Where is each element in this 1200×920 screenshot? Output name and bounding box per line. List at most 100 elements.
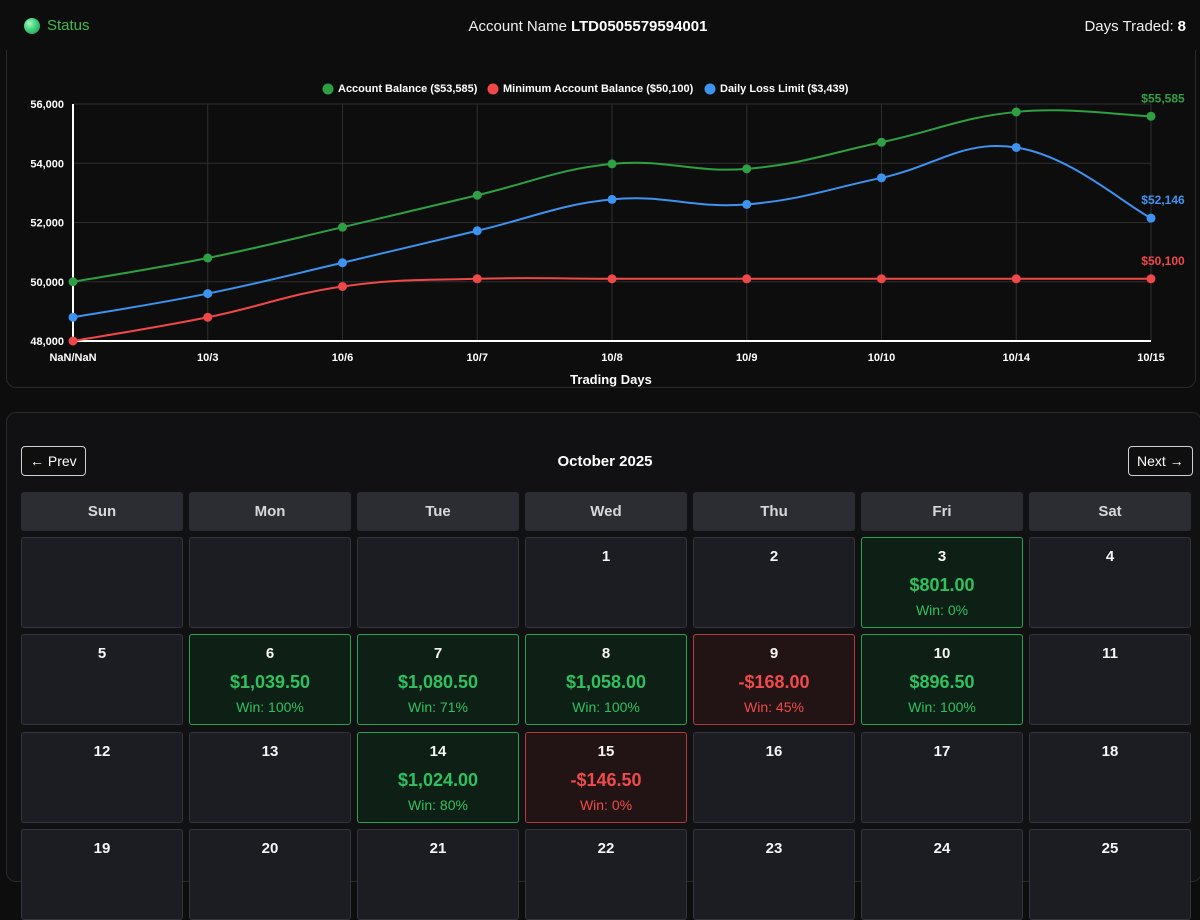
- data-point[interactable]: [203, 253, 213, 263]
- day-number: 8: [601, 645, 611, 662]
- data-point[interactable]: [607, 274, 617, 284]
- day-number: 1: [601, 548, 611, 565]
- top-header: Status Account Name LTD0505579594001 Days…: [0, 0, 1200, 54]
- chart-panel: 48,000 50,000 52,000 54,000 56,000 NaN/NaN 10/…: [6, 50, 1196, 388]
- series-end-label: $52,146: [1141, 193, 1185, 207]
- data-point[interactable]: [338, 281, 347, 291]
- y-tick-label: 56,000: [30, 99, 64, 111]
- data-point[interactable]: [472, 274, 482, 284]
- day-number: 3: [937, 548, 947, 565]
- x-tick-label: 10/6: [332, 352, 353, 364]
- calendar-day-cell[interactable]: 8 $1,058.00 Win: 100%: [525, 634, 687, 725]
- calendar-day-cell[interactable]: 7 $1,080.50 Win: 71%: [357, 634, 519, 725]
- data-point[interactable]: [877, 274, 886, 284]
- day-number: 13: [261, 743, 279, 760]
- data-point[interactable]: [203, 289, 213, 299]
- data-point[interactable]: [877, 137, 886, 147]
- legend-label[interactable]: Account Balance ($53,585): [338, 83, 478, 95]
- weekday-header: Mon: [189, 492, 351, 531]
- legend-marker: [322, 83, 334, 95]
- data-point[interactable]: [1146, 213, 1156, 223]
- data-point[interactable]: [742, 274, 752, 284]
- calendar-day-cell[interactable]: 25: [1029, 829, 1191, 920]
- data-point[interactable]: [742, 199, 752, 209]
- data-point[interactable]: [338, 258, 347, 268]
- day-pnl: $1,058.00: [565, 672, 647, 692]
- calendar-day-cell[interactable]: 2: [693, 537, 855, 628]
- calendar-day-cell[interactable]: 5: [21, 634, 183, 725]
- days-traded: Days Traded: 8: [1084, 18, 1186, 35]
- weekday-header: Tue: [357, 492, 519, 531]
- calendar-day-cell[interactable]: 13: [189, 732, 351, 823]
- data-point[interactable]: [338, 222, 347, 232]
- calendar-day-cell[interactable]: 12: [21, 732, 183, 823]
- data-point[interactable]: [68, 277, 78, 287]
- data-point[interactable]: [1011, 142, 1021, 152]
- data-point[interactable]: [472, 226, 482, 236]
- day-number: 18: [1101, 743, 1119, 760]
- data-point[interactable]: [472, 190, 482, 200]
- day-number: 11: [1102, 645, 1118, 662]
- day-number: 20: [261, 840, 279, 857]
- next-month-button[interactable]: Next →: [1128, 446, 1193, 476]
- calendar-day-cell[interactable]: 4: [1029, 537, 1191, 628]
- data-point[interactable]: [607, 159, 617, 169]
- weekday-header: Thu: [693, 492, 855, 531]
- x-tick-label: 10/10: [868, 352, 896, 364]
- day-pnl: $1,024.00: [397, 770, 479, 790]
- data-point[interactable]: [1011, 274, 1021, 284]
- calendar-day-cell[interactable]: 23: [693, 829, 855, 920]
- calendar-day-cell[interactable]: 9 -$168.00 Win: 45%: [693, 634, 855, 725]
- calendar-day-cell[interactable]: 1: [525, 537, 687, 628]
- weekday-header: Wed: [525, 492, 687, 531]
- x-tick-label: 10/8: [601, 352, 622, 364]
- calendar-day-cell[interactable]: 21: [357, 829, 519, 920]
- data-point[interactable]: [1011, 107, 1021, 117]
- calendar-day-cell[interactable]: 17: [861, 732, 1023, 823]
- calendar-panel: ← Prev October 2025 Next → Sun Mon Tue Wed T…: [6, 412, 1200, 920]
- calendar-empty-cell: [189, 537, 351, 628]
- calendar-day-cell[interactable]: 20: [189, 829, 351, 920]
- data-point[interactable]: [877, 173, 886, 183]
- data-point[interactable]: [68, 336, 78, 346]
- day-number: 15: [597, 743, 615, 760]
- calendar-day-cell[interactable]: 15 -$146.50 Win: 0%: [525, 732, 687, 823]
- calendar-day-cell[interactable]: 14 $1,024.00 Win: 80%: [357, 732, 519, 823]
- x-tick-label: 10/3: [197, 352, 218, 364]
- status-dot-icon: [24, 17, 40, 34]
- calendar-day-cell[interactable]: 11: [1029, 634, 1191, 725]
- day-pnl: -$168.00: [738, 672, 810, 692]
- x-tick-label: 10/15: [1137, 352, 1165, 364]
- data-point[interactable]: [1146, 111, 1156, 121]
- day-win-rate: Win: 0%: [579, 797, 633, 813]
- x-tick-label: 10/9: [736, 352, 757, 364]
- day-win-rate: Win: 71%: [408, 699, 468, 715]
- day-number: 24: [933, 840, 951, 857]
- x-tick-label: NaN/NaN: [49, 352, 96, 364]
- data-point[interactable]: [203, 312, 213, 322]
- calendar-day-cell[interactable]: 16: [693, 732, 855, 823]
- y-tick-label: 50,000: [30, 277, 64, 289]
- calendar-day-cell[interactable]: 22: [525, 829, 687, 920]
- data-point[interactable]: [607, 194, 617, 204]
- legend-label[interactable]: Minimum Account Balance ($50,100): [503, 83, 694, 95]
- day-number: 17: [933, 743, 951, 760]
- status-indicator: Status: [24, 17, 90, 34]
- calendar-day-cell[interactable]: 3 $801.00 Win: 0%: [861, 537, 1023, 628]
- data-point[interactable]: [1146, 274, 1156, 284]
- day-pnl: $801.00: [909, 575, 975, 595]
- calendar-day-cell[interactable]: 18: [1029, 732, 1191, 823]
- data-point[interactable]: [68, 312, 78, 322]
- calendar-day-cell[interactable]: 19: [21, 829, 183, 920]
- calendar-day-cell[interactable]: 24: [861, 829, 1023, 920]
- calendar-day-cell[interactable]: 10 $896.50 Win: 100%: [861, 634, 1023, 725]
- day-number: 2: [769, 548, 779, 565]
- data-point[interactable]: [742, 164, 752, 174]
- days-traded-value: 8: [1177, 18, 1186, 35]
- calendar-day-cell[interactable]: 6 $1,039.50 Win: 100%: [189, 634, 351, 725]
- day-number: 23: [765, 840, 783, 857]
- account-id: LTD0505579594001: [570, 18, 708, 35]
- x-tick-label: 10/14: [1002, 352, 1030, 364]
- prev-month-button[interactable]: ← Prev: [21, 446, 86, 476]
- legend-label[interactable]: Daily Loss Limit ($3,439): [720, 83, 849, 95]
